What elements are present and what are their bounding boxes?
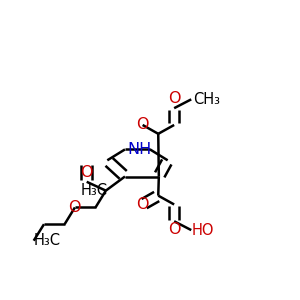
Text: O: O	[136, 118, 149, 133]
Text: NH: NH	[128, 142, 152, 158]
Text: O: O	[80, 165, 93, 180]
Text: H₃C: H₃C	[80, 183, 107, 198]
Text: H₃C: H₃C	[34, 233, 61, 248]
Text: HO: HO	[191, 223, 214, 238]
Text: O: O	[168, 91, 180, 106]
Text: O: O	[68, 200, 80, 215]
Text: O: O	[168, 222, 180, 237]
Text: CH₃: CH₃	[193, 92, 220, 107]
Text: O: O	[136, 197, 149, 212]
